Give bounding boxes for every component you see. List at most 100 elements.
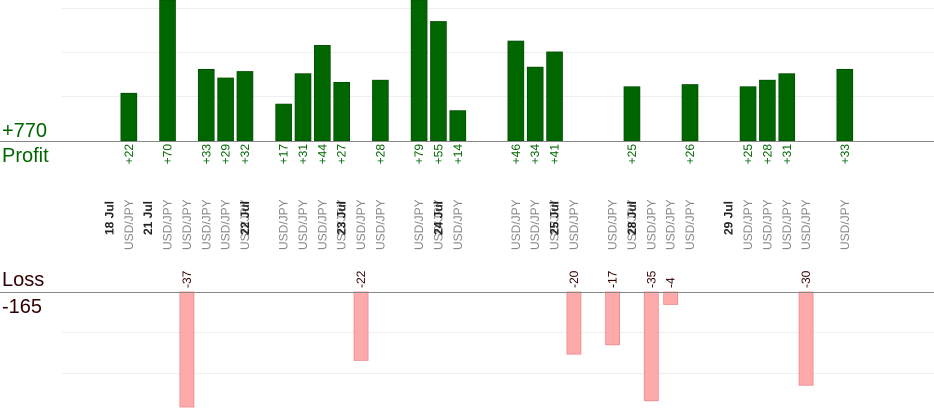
- loss-value-label: -22: [354, 270, 368, 288]
- profit-bar: [275, 103, 292, 142]
- profit-value-label: +32: [238, 144, 252, 165]
- profit-total: +770: [2, 120, 48, 142]
- date-label: 21 Jul: [141, 201, 155, 235]
- profit-bar: [623, 86, 641, 142]
- profit-bar: [217, 77, 234, 142]
- date-label: 24 Jul: [431, 201, 445, 235]
- pair-label: USD/JPY: [238, 199, 252, 250]
- profit-bar: [159, 0, 176, 142]
- profit-bar: [526, 66, 544, 142]
- loss-value-label: -20: [567, 270, 581, 288]
- date-label: 18 Jul: [103, 201, 117, 235]
- profit-value-label: +27: [335, 144, 349, 165]
- loss-bar: [663, 291, 679, 305]
- pair-label: USD/JPY: [509, 199, 523, 250]
- trade-labels: +22 USD/JPY +70 USD/JPY -37 USD/JPY +33 USD/JPY…: [103, 144, 852, 288]
- loss-value-label: -37: [180, 270, 194, 288]
- pair-label: USD/JPY: [838, 199, 852, 250]
- pair-label: USD/JPY: [219, 199, 233, 250]
- profit-value-label: +28: [760, 144, 774, 165]
- trade-bars: [120, 0, 854, 408]
- profit-value-label: +41: [548, 144, 562, 165]
- loss-value-label: -30: [799, 270, 813, 288]
- profit-value-label: +25: [625, 144, 639, 165]
- profit-value-label: +14: [451, 144, 465, 165]
- date-label: 22 Jul: [238, 201, 252, 235]
- profit-bar: [410, 0, 428, 142]
- profit-bar: [236, 71, 254, 142]
- pair-label: USD/JPY: [780, 199, 794, 250]
- loss-bar: [353, 291, 369, 361]
- pair-label: USD/JPY: [354, 199, 368, 250]
- pair-label: USD/JPY: [161, 199, 175, 250]
- pair-label: USD/JPY: [431, 199, 445, 250]
- pair-label: USD/JPY: [412, 199, 426, 250]
- profit-value-label: +17: [277, 144, 291, 165]
- pair-label: USD/JPY: [683, 199, 697, 250]
- loss-value-label: -17: [606, 270, 620, 288]
- profit-bar: [739, 86, 757, 142]
- profit-value-label: +33: [199, 144, 213, 165]
- date-label: 25 Jul: [548, 201, 562, 235]
- profit-value-label: +70: [161, 144, 175, 165]
- pair-label: USD/JPY: [277, 199, 291, 250]
- loss-value-label: -35: [644, 270, 658, 288]
- loss-total: -165: [2, 296, 43, 318]
- pair-label: USD/JPY: [664, 199, 678, 250]
- profit-value-label: +22: [122, 144, 136, 165]
- pair-label: USD/JPY: [606, 199, 620, 250]
- profit-bar: [546, 51, 563, 142]
- profit-value-label: +31: [780, 144, 794, 165]
- pair-label: USD/JPY: [180, 199, 194, 250]
- profit-bar: [120, 92, 138, 142]
- loss-bar: [643, 291, 659, 402]
- profit-bar: [449, 110, 467, 142]
- profit-value-label: +34: [528, 144, 542, 165]
- profit-bar: [836, 68, 854, 142]
- profit-bar: [197, 68, 215, 142]
- pair-label: USD/JPY: [548, 199, 562, 250]
- date-label: 28 Jul: [625, 201, 639, 235]
- profit-value-label: +28: [373, 144, 387, 165]
- pair-label: USD/JPY: [199, 199, 213, 250]
- loss-label: Loss: [2, 269, 45, 291]
- profit-value-label: +26: [683, 144, 697, 165]
- loss-value-label: -4: [664, 277, 678, 288]
- pair-label: USD/JPY: [296, 199, 310, 250]
- profit-value-label: +46: [509, 144, 523, 165]
- pair-label: USD/JPY: [451, 199, 465, 250]
- profit-bar: [314, 45, 331, 142]
- profit-value-label: +55: [431, 144, 445, 165]
- loss-bar: [566, 291, 582, 355]
- loss-bar: [798, 291, 814, 386]
- pair-label: USD/JPY: [528, 199, 542, 250]
- loss-bar: [605, 291, 620, 346]
- profit-bar: [333, 82, 351, 142]
- pair-label: USD/JPY: [741, 199, 755, 250]
- profit-bar: [372, 79, 389, 142]
- baselines: [0, 141, 934, 293]
- pair-label: USD/JPY: [799, 199, 813, 250]
- loss-bar: [179, 291, 195, 408]
- profit-value-label: +25: [741, 144, 755, 165]
- pair-label: USD/JPY: [373, 199, 387, 250]
- profit-bar: [681, 84, 699, 142]
- profit-label: Profit: [2, 145, 49, 167]
- profit-value-label: +33: [838, 144, 852, 165]
- profit-value-label: +29: [219, 144, 233, 165]
- profit-bar: [759, 79, 776, 142]
- profit-value-label: +44: [315, 144, 329, 165]
- pair-label: USD/JPY: [335, 199, 349, 250]
- date-label: 29 Jul: [722, 201, 736, 235]
- pair-label: USD/JPY: [625, 199, 639, 250]
- profit-value-label: +79: [412, 144, 426, 165]
- profit-bar: [294, 73, 312, 142]
- profit-bar: [507, 40, 525, 142]
- profit-bar: [430, 21, 447, 142]
- profit-bar: [778, 73, 796, 142]
- pair-label: USD/JPY: [315, 199, 329, 250]
- pair-label: USD/JPY: [644, 199, 658, 250]
- profit-value-label: +31: [296, 144, 310, 165]
- pair-label: USD/JPY: [567, 199, 581, 250]
- pair-label: USD/JPY: [122, 199, 136, 250]
